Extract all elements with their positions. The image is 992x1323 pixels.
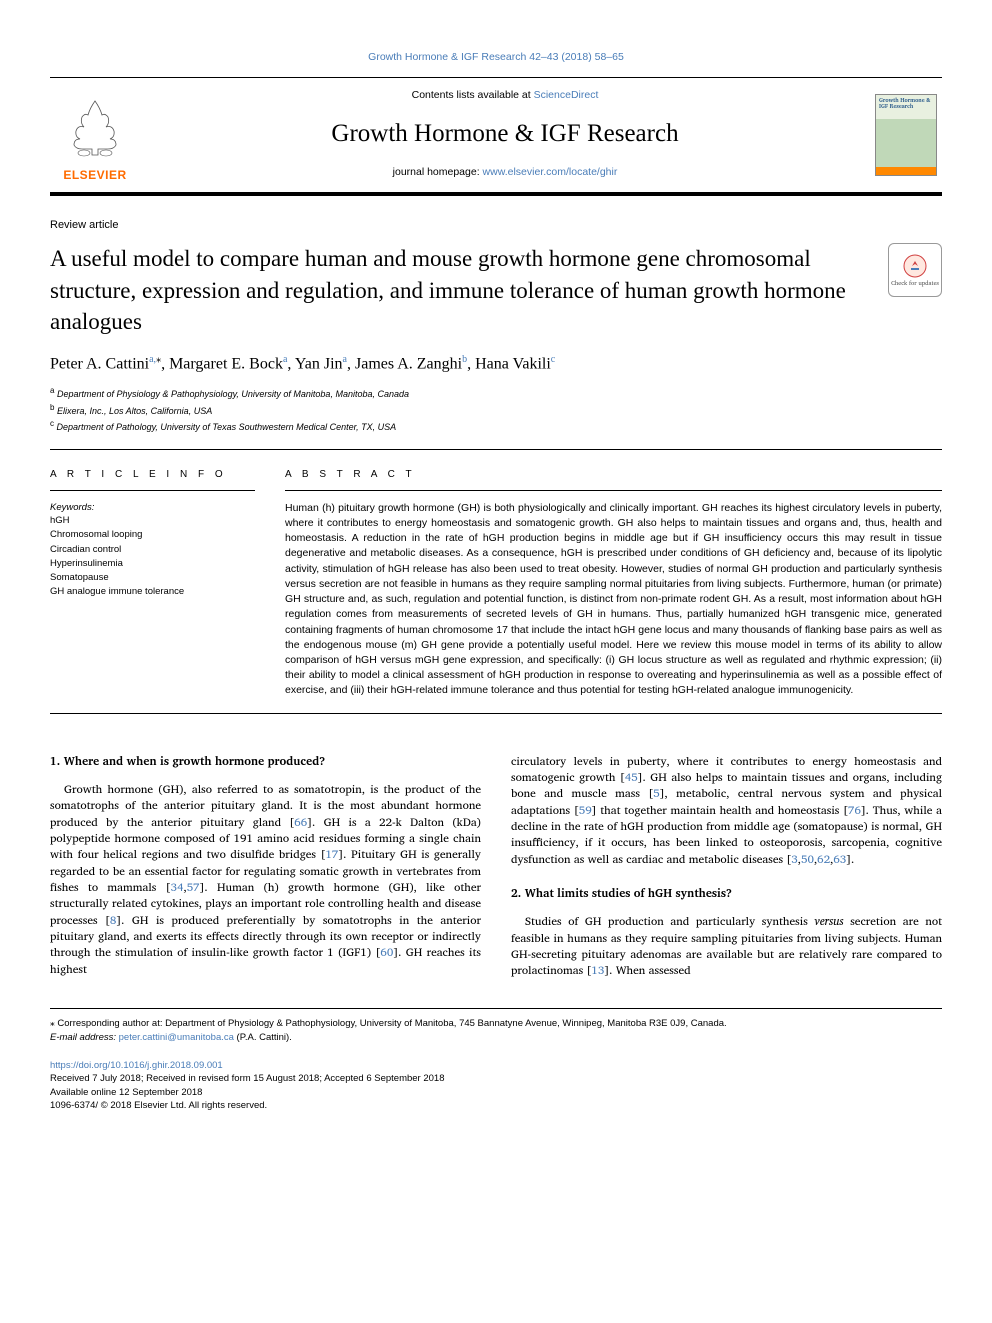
email-link[interactable]: peter.cattini@umanitoba.ca [119, 1032, 234, 1043]
contents-available: Contents lists available at ScienceDirec… [160, 88, 850, 103]
author-3: , Yan Jin [287, 355, 342, 372]
author-4: , James A. Zanghi [347, 355, 462, 372]
divider [50, 713, 942, 714]
homepage-link[interactable]: www.elsevier.com/locate/ghir [483, 166, 618, 178]
article-history: Received 7 July 2018; Received in revise… [50, 1072, 942, 1112]
authors: Peter A. Cattinia,⁎, Margaret E. Bocka, … [50, 353, 942, 376]
section-1-heading: 1. Where and when is growth hormone prod… [50, 754, 481, 770]
journal-header: ELSEVIER Contents lists available at Sci… [50, 77, 942, 196]
body-column-left: 1. Where and when is growth hormone prod… [50, 754, 481, 980]
doi-link[interactable]: https://doi.org/10.1016/j.ghir.2018.09.0… [50, 1059, 942, 1072]
elsevier-tree-icon [60, 93, 130, 163]
cover-title-text: Growth Hormone & IGF Research [879, 98, 936, 110]
footnote-divider [50, 1008, 942, 1009]
abstract-column: A B S T R A C T Human (h) pituitary grow… [285, 468, 942, 699]
keyword: Chromosomal looping [50, 528, 255, 542]
cover-band [876, 167, 936, 175]
journal-cover-thumb[interactable]: Growth Hormone & IGF Research [870, 78, 942, 192]
info-divider [50, 490, 255, 491]
journal-name: Growth Hormone & IGF Research [160, 116, 850, 151]
journal-citation[interactable]: Growth Hormone & IGF Research 42–43 (201… [50, 50, 942, 65]
keywords-label: Keywords: [50, 501, 255, 514]
section-1-continuation: circulatory levels in puberty, where it … [511, 754, 942, 868]
ref-link[interactable]: 3 [791, 850, 797, 869]
divider [50, 449, 942, 450]
check-updates-label: Check for updates [891, 280, 939, 287]
abstract-head: A B S T R A C T [285, 468, 942, 482]
online-date: Available online 12 September 2018 [50, 1086, 942, 1099]
author-1: Peter A. Cattini [50, 355, 149, 372]
header-center: Contents lists available at ScienceDirec… [140, 78, 870, 192]
ref-link[interactable]: 63 [833, 850, 846, 869]
keywords-list: hGH Chromosomal looping Circadian contro… [50, 514, 255, 600]
journal-homepage: journal homepage: www.elsevier.com/locat… [160, 165, 850, 180]
article-title: A useful model to compare human and mous… [50, 243, 888, 336]
received-dates: Received 7 July 2018; Received in revise… [50, 1072, 942, 1085]
sciencedirect-link[interactable]: ScienceDirect [534, 89, 599, 101]
keyword: Circadian control [50, 543, 255, 557]
footnotes: ⁎ Corresponding author at: Department of… [50, 1017, 942, 1046]
keyword: Somatopause [50, 571, 255, 585]
affiliation-c: c Department of Pathology, University of… [50, 418, 942, 435]
article-info-column: A R T I C L E I N F O Keywords: hGH Chro… [50, 468, 255, 699]
article-type: Review article [50, 218, 942, 233]
abstract-text: Human (h) pituitary growth hormone (GH) … [285, 501, 942, 699]
abstract-divider [285, 490, 942, 491]
keyword: hGH [50, 514, 255, 528]
check-updates-icon [903, 254, 927, 278]
ref-link[interactable]: 62 [817, 850, 830, 869]
article-info-head: A R T I C L E I N F O [50, 468, 255, 482]
contents-prefix: Contents lists available at [412, 89, 534, 101]
section-2-heading: 2. What limits studies of hGH synthesis? [511, 886, 942, 902]
ref-link[interactable]: 50 [801, 850, 814, 869]
homepage-prefix: journal homepage: [393, 166, 483, 178]
elsevier-logo[interactable]: ELSEVIER [50, 78, 140, 192]
check-updates-button[interactable]: Check for updates [888, 243, 942, 297]
cover-image: Growth Hormone & IGF Research [875, 94, 937, 176]
keyword: Hyperinsulinemia [50, 557, 255, 571]
affiliation-b: b Elixera, Inc., Los Altos, California, … [50, 402, 942, 419]
body-column-right: circulatory levels in puberty, where it … [511, 754, 942, 980]
affiliations: a Department of Physiology & Pathophysio… [50, 385, 942, 435]
email-line: E-mail address: peter.cattini@umanitoba.… [50, 1031, 942, 1045]
copyright: 1096-6374/ © 2018 Elsevier Ltd. All righ… [50, 1099, 942, 1112]
author-5-aff[interactable]: c [551, 354, 555, 365]
elsevier-label: ELSEVIER [63, 167, 126, 184]
author-5: , Hana Vakili [467, 355, 551, 372]
author-2: , Margaret E. Bock [161, 355, 283, 372]
keyword: GH analogue immune tolerance [50, 585, 255, 599]
section-2-paragraph: Studies of GH production and particularl… [511, 914, 942, 979]
section-1-paragraph: Growth hormone (GH), also referred to as… [50, 782, 481, 978]
corresponding-author: ⁎ Corresponding author at: Department of… [50, 1017, 942, 1031]
ref-link[interactable]: 60 [380, 943, 393, 962]
ref-link[interactable]: 13 [591, 961, 604, 980]
affiliation-a: a Department of Physiology & Pathophysio… [50, 385, 942, 402]
